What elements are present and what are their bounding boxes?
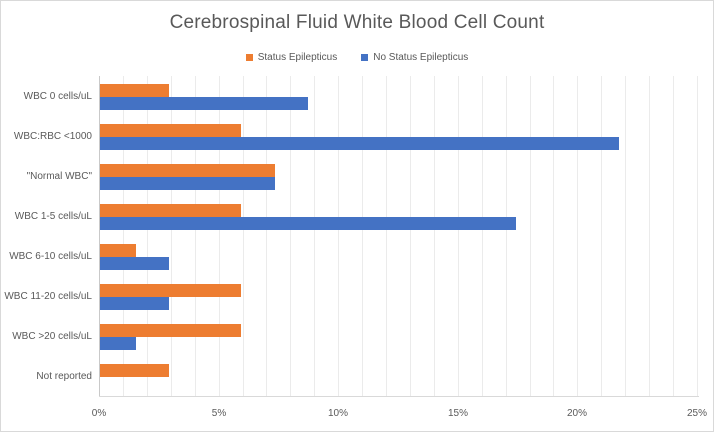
category-label: "Normal WBC" <box>26 170 92 182</box>
gridline <box>577 76 578 396</box>
gridline <box>362 76 363 396</box>
category-label: Not reported <box>36 370 92 382</box>
gridline <box>243 76 244 396</box>
legend-swatch-blue-icon <box>361 54 369 61</box>
legend-item-status-epilepticus: Status Epilepticus <box>245 52 338 63</box>
gridline <box>673 76 674 396</box>
category-label: WBC:RBC <1000 <box>13 130 92 142</box>
gridline <box>601 76 602 396</box>
gridline <box>147 76 148 396</box>
gridline <box>290 76 291 396</box>
gridline <box>649 76 650 396</box>
category-label: WBC 1-5 cells/uL <box>14 210 92 222</box>
category-label: WBC 11-20 cells/uL <box>4 290 92 302</box>
x-tick-label: 20% <box>566 408 588 419</box>
gridline <box>314 76 315 396</box>
gridline <box>530 76 531 396</box>
gridline <box>458 76 459 396</box>
gridline <box>195 76 196 396</box>
gridline <box>506 76 507 396</box>
gridline <box>338 76 339 396</box>
legend: Status Epilepticus No Status Epilepticus <box>1 52 713 63</box>
gridline <box>410 76 411 396</box>
bar-no-status-epilepticus <box>100 337 136 350</box>
legend-label: Status Epilepticus <box>257 52 338 63</box>
plot-area: WBC 0 cells/uL WBC:RBC <1000 "Normal WBC" W… <box>4 76 713 431</box>
x-tick-label: 15% <box>447 408 469 419</box>
legend-label: No Status Epilepticus <box>373 52 469 63</box>
gridline <box>482 76 483 396</box>
bar-no-status-epilepticus <box>100 257 169 270</box>
bar-no-status-epilepticus <box>100 97 308 110</box>
gridline <box>386 76 387 396</box>
bar-no-status-epilepticus <box>100 297 169 310</box>
bar-status-epilepticus <box>100 204 241 217</box>
gridline <box>553 76 554 396</box>
legend-item-no-status-epilepticus: No Status Epilepticus <box>361 52 468 63</box>
value-axis-line <box>99 76 100 396</box>
legend-swatch-orange-icon <box>245 54 253 61</box>
x-axis-line <box>99 396 699 397</box>
category-label: WBC 0 cells/uL <box>23 90 92 102</box>
gridline <box>219 76 220 396</box>
gridline <box>697 76 698 396</box>
gridline <box>434 76 435 396</box>
bar-no-status-epilepticus <box>100 177 275 190</box>
x-tick-label: 10% <box>327 408 349 419</box>
bar-status-epilepticus <box>100 164 275 177</box>
x-tick-label: 25% <box>686 408 708 419</box>
bar-status-epilepticus <box>100 364 169 377</box>
x-tick-label: 5% <box>211 408 227 419</box>
category-label: WBC 6-10 cells/uL <box>9 250 92 262</box>
bar-status-epilepticus <box>100 244 136 257</box>
category-label: WBC >20 cells/uL <box>12 330 92 342</box>
bar-status-epilepticus <box>100 324 241 337</box>
gridline <box>266 76 267 396</box>
gridline <box>171 76 172 396</box>
gridline <box>625 76 626 396</box>
bar-no-status-epilepticus <box>100 137 619 150</box>
bar-status-epilepticus <box>100 124 241 137</box>
bar-no-status-epilepticus <box>100 217 516 230</box>
x-tick-label: 0% <box>91 408 107 419</box>
gridline <box>123 76 124 396</box>
bar-status-epilepticus <box>100 84 169 97</box>
bar-status-epilepticus <box>100 284 241 297</box>
chart-title: Cerebrospinal Fluid White Blood Cell Cou… <box>169 12 545 33</box>
